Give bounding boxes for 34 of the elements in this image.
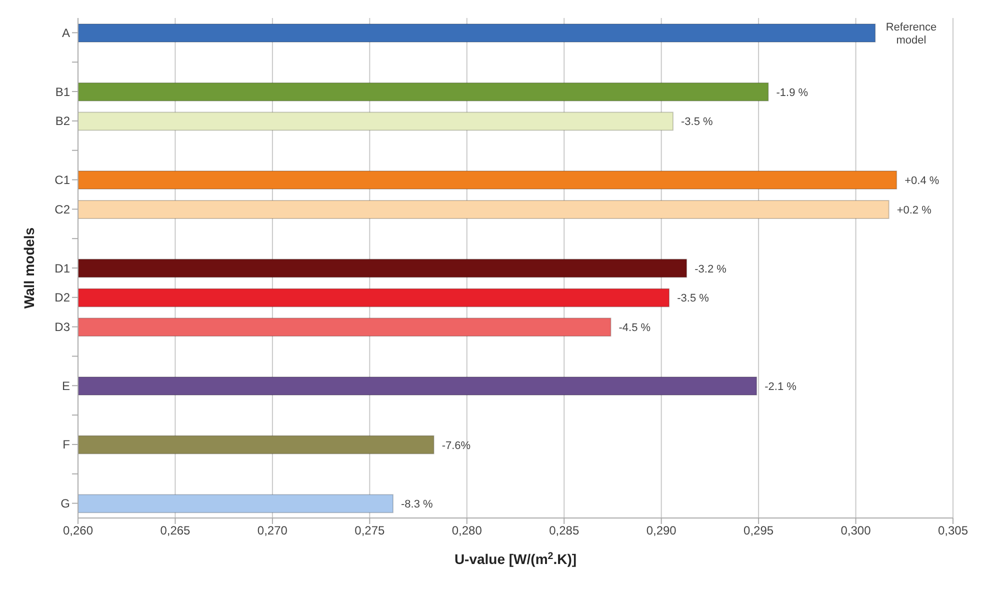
x-tick-label: 0,260: [62, 524, 94, 538]
y-tick-label: D1: [54, 261, 70, 276]
x-tick-label: 0,285: [549, 524, 580, 538]
annotation: -8.3 %: [401, 498, 434, 511]
y-tick-label: B2: [55, 114, 70, 128]
annotation: -3.5 %: [681, 116, 714, 128]
annotation: -4.5 %: [618, 322, 651, 334]
annotation: +0.2 %: [896, 204, 932, 216]
x-tick-label: 0,295: [744, 524, 774, 538]
x-axis-title: U-value [W/(m$^{2}$.K)]: [454, 550, 577, 567]
y-tick-label: C1: [54, 173, 70, 188]
y-tick-label: F: [62, 438, 70, 452]
x-tick-label: 0,305: [938, 524, 968, 538]
y-tick-label: A: [62, 26, 70, 40]
annotation: -7.6%: [442, 440, 471, 452]
x-tick-label: 0,270: [257, 524, 288, 538]
x-tick-label: 0,300: [840, 524, 872, 538]
y-tick-label: E: [62, 378, 70, 393]
annotation: -3.2 %: [694, 263, 727, 276]
y-tick-label: D3: [54, 320, 70, 334]
x-tick-label: 0,280: [452, 524, 482, 538]
x-tick-label: 0,290: [646, 524, 677, 538]
annotation: +0.4 %: [904, 175, 940, 188]
annotation: -1.9 %: [776, 86, 808, 99]
annotation: -2.1 %: [764, 380, 797, 393]
y-tick-label: G: [60, 496, 70, 511]
y-axis-title: Wall models: [21, 227, 37, 309]
y-tick-label: D2: [54, 290, 70, 305]
y-tick-label: C2: [54, 202, 70, 216]
x-tick-label: 0,265: [160, 524, 191, 538]
x-tick-label: 0,275: [354, 524, 386, 538]
annotation: -3.5 %: [677, 292, 710, 305]
annotation: Reference model: [886, 22, 937, 46]
y-tick-label: B1: [55, 84, 70, 99]
